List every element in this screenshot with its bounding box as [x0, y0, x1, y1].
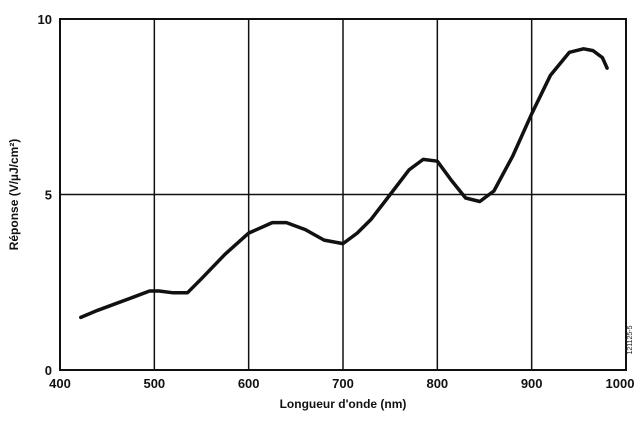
x-axis-ticks: 400 500 600 700 800 900 1000 — [49, 376, 634, 391]
grid — [60, 19, 626, 370]
figure-code: 121125-5 — [627, 325, 634, 354]
x-tick-label: 900 — [521, 376, 543, 391]
x-tick-label: 700 — [332, 376, 354, 391]
x-tick-label: 500 — [143, 376, 165, 391]
y-tick-label: 0 — [45, 363, 52, 378]
plot-frame — [59, 18, 627, 371]
y-tick-label: 10 — [38, 12, 52, 27]
response-curve — [79, 47, 609, 320]
y-axis-label: Réponse (V/µJ/cm²) — [7, 139, 21, 251]
x-axis-label: Longueur d'onde (nm) — [280, 397, 407, 411]
y-tick-label: 5 — [45, 188, 52, 203]
x-tick-label: 1000 — [606, 376, 635, 391]
y-axis-ticks: 0 5 10 — [38, 12, 52, 378]
x-tick-label: 400 — [49, 376, 71, 391]
x-tick-label: 600 — [238, 376, 260, 391]
x-tick-label: 800 — [426, 376, 448, 391]
